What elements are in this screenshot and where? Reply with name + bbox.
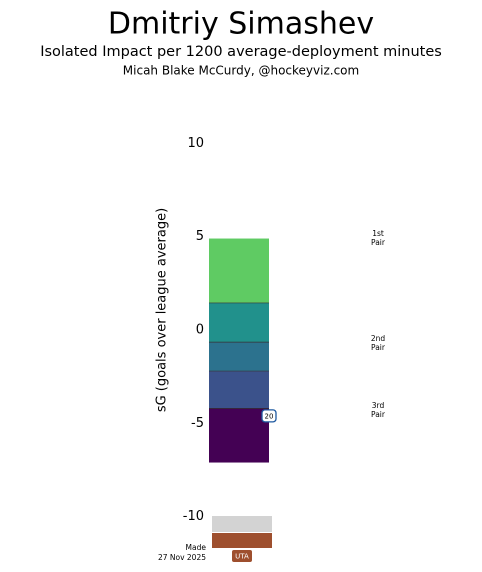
band	[209, 408, 269, 463]
team-strip	[212, 533, 272, 548]
y-axis-label: sG (goals over league average)	[155, 208, 170, 412]
y-tick-label: 10	[187, 136, 204, 151]
team-badge	[232, 550, 252, 562]
band	[209, 302, 269, 343]
chart-title: Dmitriy Simashev	[108, 7, 374, 42]
y-tick-label: -5	[191, 416, 204, 431]
y-tick-label: -10	[183, 509, 204, 524]
made-date: 27 Nov 2025	[158, 553, 206, 562]
tier-label: 3rd Pair	[371, 401, 386, 419]
marker-label: 20	[265, 412, 274, 420]
band	[209, 342, 269, 372]
team-label: UTA	[235, 553, 249, 561]
y-tick-label: 0	[196, 323, 204, 338]
chart-author: Micah Blake McCurdy, @hockeyviz.com	[123, 64, 359, 78]
tier-label: 2nd Pair	[371, 334, 386, 352]
made-label: Made	[186, 543, 207, 552]
chart-subtitle: Isolated Impact per 1200 average-deploym…	[40, 44, 442, 60]
band	[209, 371, 269, 409]
tier-label: 1st Pair	[371, 229, 386, 247]
team-strip	[212, 516, 272, 532]
band	[209, 238, 269, 303]
y-tick-label: 5	[196, 229, 204, 244]
marker	[261, 409, 277, 423]
